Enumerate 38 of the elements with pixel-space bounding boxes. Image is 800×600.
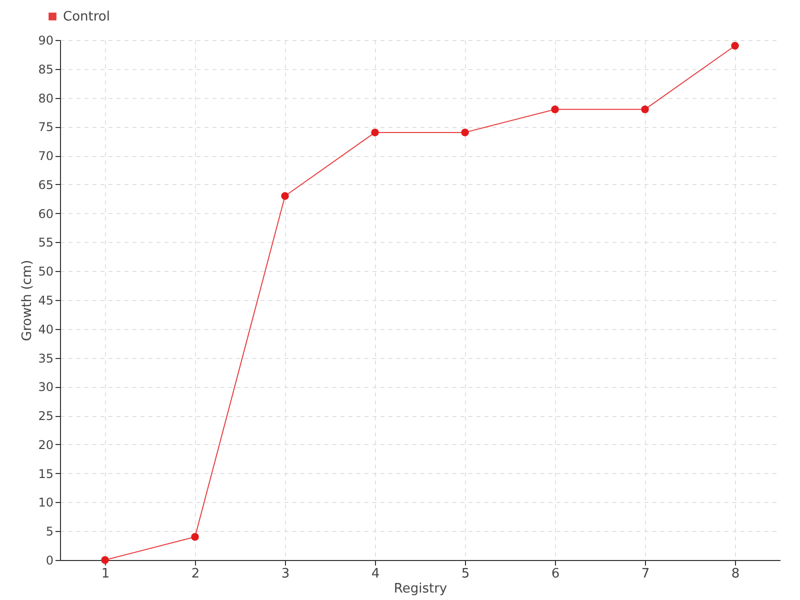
y-tick-label: 40: [38, 322, 54, 336]
x-tick-label: 4: [371, 566, 380, 582]
x-tick-label: 8: [731, 566, 740, 582]
point: [641, 105, 649, 114]
y-tick-label: 55: [38, 236, 54, 250]
y-tick-label: 0: [46, 554, 54, 568]
point: [461, 128, 469, 136]
y-tick-label: 20: [38, 438, 54, 452]
x-tick-label: 1: [101, 566, 110, 582]
point: [731, 42, 739, 50]
y-tick-label: 85: [38, 62, 54, 76]
x-tick-label: 5: [461, 566, 470, 582]
y-tick-label: 90: [38, 34, 54, 48]
y-tick-label: 80: [38, 91, 54, 106]
x-tick-label: 7: [641, 566, 650, 582]
y-tick-label: 60: [38, 206, 54, 221]
y-tick-label: 65: [38, 178, 54, 192]
y-tick-label: 70: [38, 149, 54, 164]
point: [281, 192, 289, 200]
x-tick-label: 3: [281, 566, 290, 582]
point: [191, 533, 199, 541]
y-tick-label: 5: [46, 524, 54, 539]
x-tick-label: 6: [551, 566, 560, 582]
y-tick-label: 15: [38, 466, 54, 481]
y-tick-label: 45: [38, 294, 54, 308]
x-axis-title: Registry: [394, 582, 448, 596]
y-tick-label: 75: [38, 120, 54, 134]
y-tick-label: 10: [38, 496, 54, 510]
y-tick-label: 35: [38, 351, 54, 366]
legend-label: Control: [63, 10, 110, 24]
point: [551, 105, 559, 114]
y-tick-label: 50: [38, 264, 54, 279]
point: [371, 128, 379, 136]
y-axis-title: Growth (cm): [20, 260, 36, 342]
x-tick-label: 2: [191, 566, 200, 582]
y-tick-label: 25: [38, 409, 54, 424]
point: [101, 556, 109, 564]
y-tick-label: 30: [38, 380, 54, 394]
